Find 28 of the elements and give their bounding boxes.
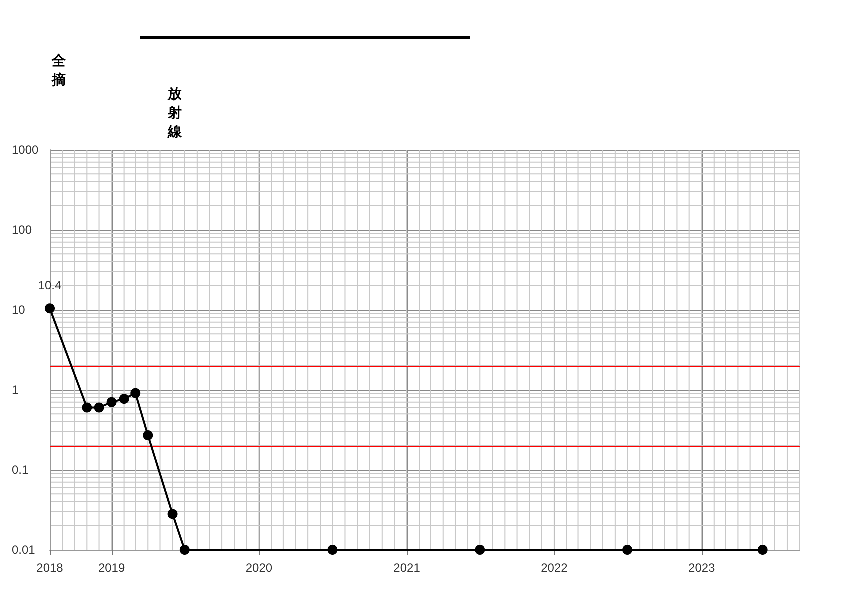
point — [328, 545, 338, 555]
point — [94, 402, 104, 413]
x-tick-label: 2019 — [98, 561, 126, 575]
point — [622, 545, 633, 555]
y-tick-label: 100 — [12, 223, 32, 237]
text: 全摘 — [51, 54, 67, 88]
y-tick-label: 1 — [12, 383, 19, 397]
point — [119, 394, 130, 404]
x-tick-label: 2022 — [541, 561, 568, 575]
y-tick-label: 0.01 — [12, 543, 36, 557]
point — [82, 402, 92, 413]
point — [475, 545, 486, 555]
point — [45, 304, 55, 314]
x-tick-label: 2023 — [688, 561, 716, 575]
point — [168, 509, 178, 520]
point — [180, 545, 190, 555]
point — [130, 388, 141, 398]
y-tick-label: 1000 — [12, 143, 40, 157]
data-label: 10.4 — [38, 278, 62, 293]
text: 放射線 — [167, 86, 183, 140]
y-tick-label: 10 — [12, 303, 26, 317]
x-tick-label: 2020 — [246, 561, 273, 575]
point — [143, 430, 154, 440]
y-tick-label: 0.1 — [12, 463, 30, 477]
point — [758, 545, 768, 555]
x-tick-label: 2018 — [36, 561, 64, 575]
x-tick-label: 2021 — [394, 561, 421, 575]
point — [106, 397, 117, 408]
